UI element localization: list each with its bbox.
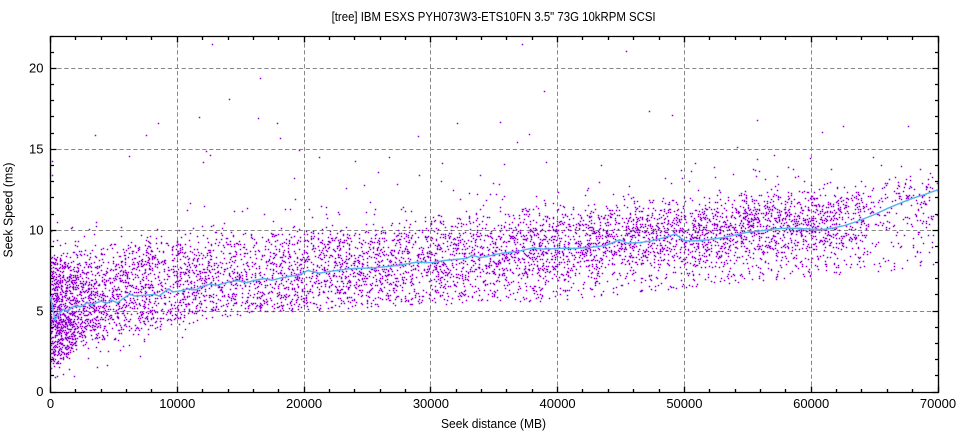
svg-text:60000: 60000 [793,396,829,411]
svg-text:30000: 30000 [413,396,449,411]
svg-text:50000: 50000 [666,396,702,411]
svg-text:0: 0 [47,396,54,411]
svg-text:Seek distance (MB): Seek distance (MB) [441,416,546,431]
svg-text:10: 10 [29,222,43,237]
svg-text:20: 20 [29,61,43,76]
svg-text:70000: 70000 [920,396,956,411]
svg-text:15: 15 [29,142,43,157]
svg-text:0: 0 [36,384,43,399]
svg-text:10000: 10000 [159,396,195,411]
svg-text:5: 5 [36,303,43,318]
svg-text:20000: 20000 [286,396,322,411]
svg-text:40000: 40000 [540,396,576,411]
svg-text:[tree] IBM ESXS PYH073W3-ETS10: [tree] IBM ESXS PYH073W3-ETS10FN 3.5" 73… [332,9,656,24]
svg-text:Seek Speed (ms): Seek Speed (ms) [1,163,16,258]
